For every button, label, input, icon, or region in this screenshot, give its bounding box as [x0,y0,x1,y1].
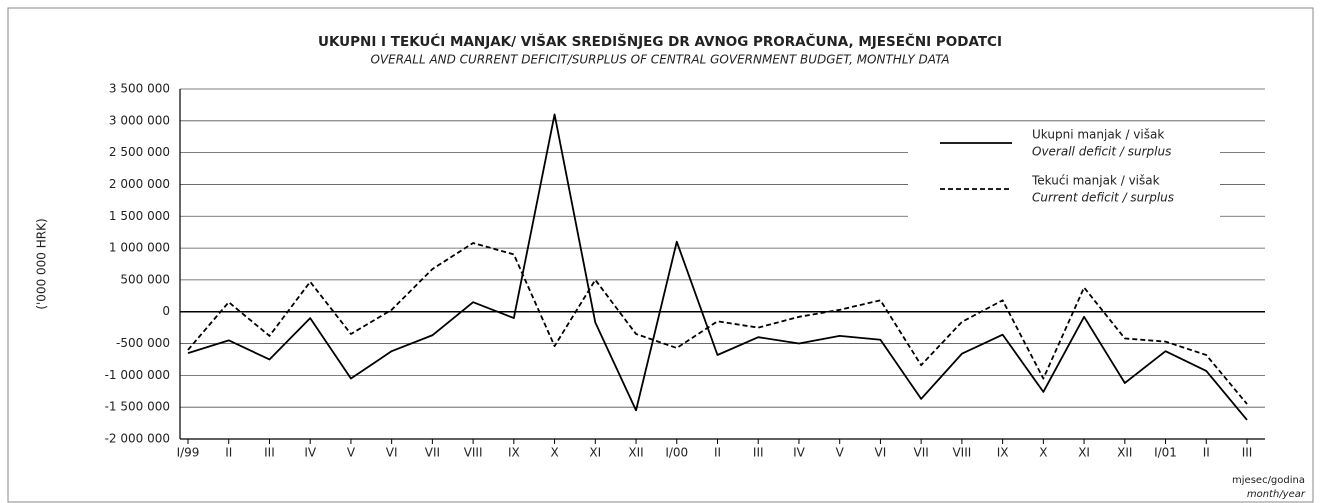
x-tick-label: IX [997,446,1009,460]
legend-label: Tekući manjak / višak [1031,174,1160,188]
x-tick-label: VI [386,446,398,460]
y-axis-label: ('000 000 HRK) [35,218,49,309]
x-tick-label: II [225,446,232,460]
x-tick-label: III [1242,446,1253,460]
x-tick-label: II [1203,446,1210,460]
x-tick-label: XII [628,446,643,460]
x-tick-label: X [1039,446,1047,460]
x-tick-label: XI [589,446,601,460]
series-line [187,242,1248,405]
legend-label-en: Overall deficit / surplus [1032,145,1171,159]
y-tick-label: 0 [162,304,170,318]
x-tick-label: I/99 [177,446,200,460]
x-tick-label: II [714,446,721,460]
x-tick-label: XII [1117,446,1132,460]
x-tick-label: XI [1078,446,1090,460]
y-tick-label: 2 000 000 [109,177,170,191]
x-tick-label: V [836,446,845,460]
y-tick-label: 500 000 [120,272,170,286]
x-tick-label: IV [793,446,806,460]
y-tick-label: 3 000 000 [109,113,170,127]
x-tick-label: VI [875,446,887,460]
x-axis-label-en: month/year [1247,489,1306,500]
y-tick-label: -1 500 000 [105,400,170,414]
y-tick-label: 1 000 000 [109,241,170,255]
y-tick-label: -1 000 000 [105,368,170,382]
x-axis-label: mjesec/godina [1232,475,1305,486]
x-tick-label: V [347,446,356,460]
y-tick-label: 2 500 000 [109,145,170,159]
x-tick-label: IV [304,446,317,460]
series-line [187,113,1248,421]
x-tick-label: VII [425,446,440,460]
x-tick-label: IX [508,446,520,460]
x-tick-label: I/00 [665,446,688,460]
y-tick-label: 3 500 000 [109,82,170,96]
y-tick-label: -500 000 [116,336,170,350]
chart-subtitle: OVERALL AND CURRENT DEFICIT/SURPLUS OF C… [370,53,949,67]
x-tick-label: I/01 [1154,446,1177,460]
legend-label: Ukupni manjak / višak [1032,128,1164,142]
frame [7,7,1314,503]
x-tick-label: VIII [464,446,483,460]
x-tick-label: III [753,446,764,460]
x-tick-label: X [550,446,558,460]
x-tick-label: VII [914,446,929,460]
y-tick-label: 1 500 000 [109,209,170,223]
chart-title: UKUPNI I TEKUĆI MANJAK/ VIŠAK SREDIŠNJEG… [318,32,1002,50]
x-tick-label: VIII [952,446,971,460]
x-tick-label: III [264,446,275,460]
legend-box [908,143,1220,218]
legend-label-en: Current deficit / surplus [1032,191,1174,205]
y-tick-label: -2 000 000 [105,432,170,446]
